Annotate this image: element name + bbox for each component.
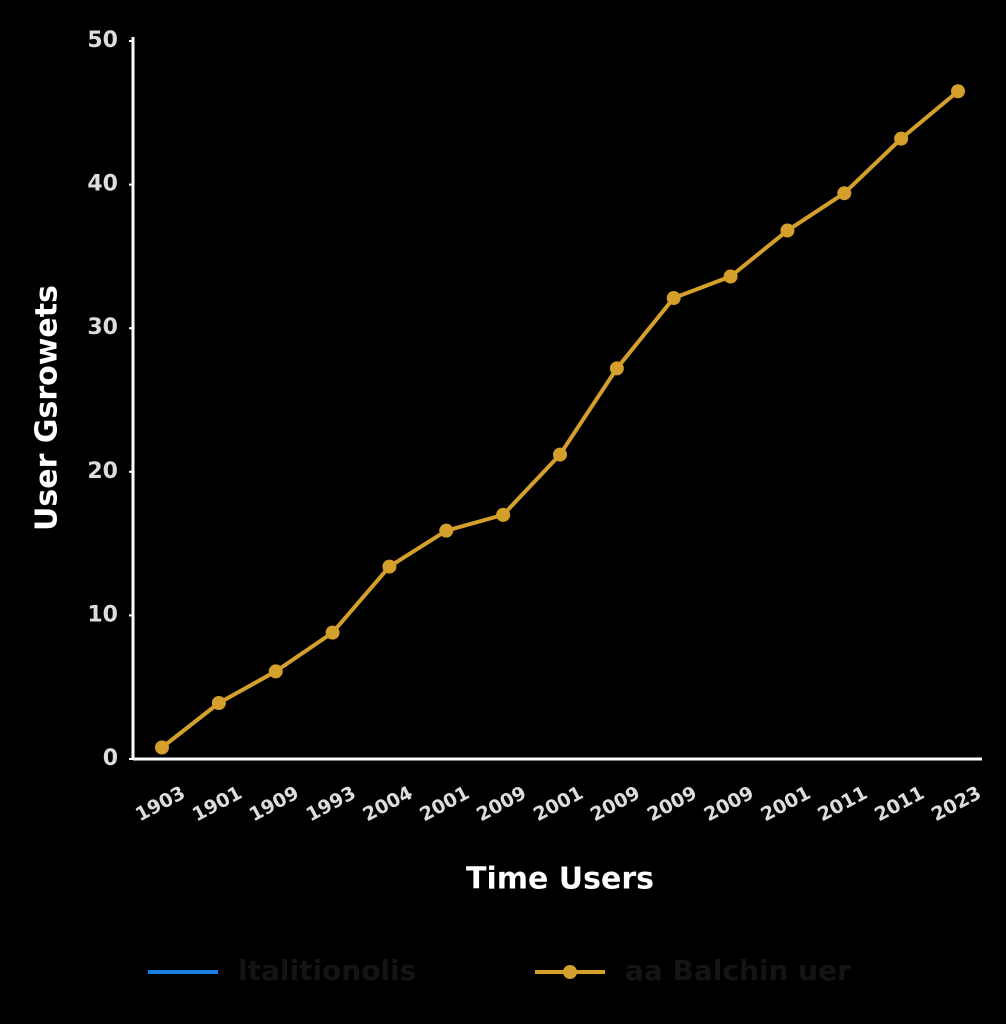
point <box>382 559 397 574</box>
x-tick-label: 2001 <box>530 782 587 826</box>
point <box>211 695 226 710</box>
x-tick-label: 1903 <box>132 782 189 826</box>
x-tick-label: 1909 <box>246 782 303 826</box>
x-tick-label: 2009 <box>473 782 530 826</box>
point <box>325 625 340 640</box>
point <box>553 447 567 462</box>
point <box>951 84 965 99</box>
point <box>666 291 681 306</box>
point <box>439 523 454 538</box>
x-tick-label: 2004 <box>359 782 416 826</box>
legend-marker <box>563 965 577 979</box>
point <box>155 740 169 755</box>
point <box>894 131 909 146</box>
point <box>780 223 795 238</box>
y-tick-label: 30 <box>87 315 118 340</box>
x-tick-label: 2001 <box>757 782 814 826</box>
x-tick-label: 2001 <box>416 782 473 826</box>
point <box>723 269 738 284</box>
y-axis-title: User Gsrowets <box>30 285 65 531</box>
point <box>837 186 852 201</box>
y-tick-label: 10 <box>87 602 118 627</box>
x-axis-title: Time Users <box>466 862 654 897</box>
x-tick-label: 2023 <box>928 782 985 826</box>
x-tick-label: 2009 <box>644 782 701 826</box>
y-tick-label: 50 <box>87 28 118 53</box>
legend-label: aa Balchin uer <box>625 954 851 987</box>
x-tick-label: 1901 <box>189 782 246 826</box>
y-tick-label: 20 <box>87 459 118 484</box>
x-tick-label: 2009 <box>700 782 757 826</box>
y-tick-label: 0 <box>103 746 118 771</box>
y-tick-label: 40 <box>87 172 118 197</box>
x-tick-label: 2011 <box>814 782 871 826</box>
x-tick-label: 1993 <box>302 782 359 826</box>
x-tick-label: 2011 <box>871 782 928 826</box>
x-tick-label: 2009 <box>587 782 644 826</box>
point <box>496 507 511 522</box>
point <box>609 361 624 376</box>
legend-label: ltalitionolis <box>238 954 416 987</box>
point <box>268 664 283 679</box>
